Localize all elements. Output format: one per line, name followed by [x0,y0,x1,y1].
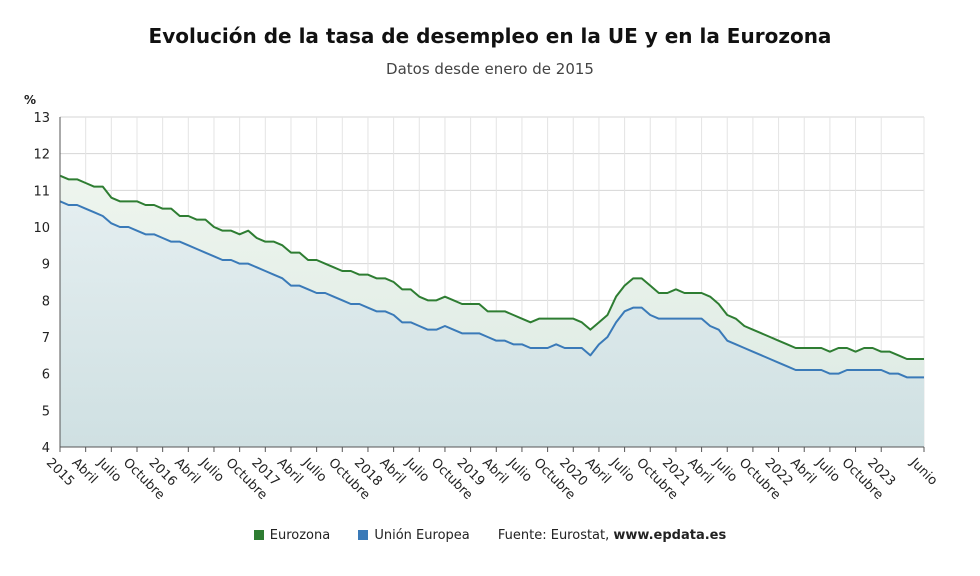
y-tick-label: 8 [42,294,50,309]
y-axis-unit: % [24,93,36,107]
legend-swatch-eurozona [253,530,264,540]
y-tick-label: 6 [42,368,50,383]
x-tick-label: 2015 [43,455,77,489]
x-tick-label: Junio [906,455,940,489]
chart-title: Evolución de la tasa de desempleo en la … [148,24,832,48]
x-tick-label: Julio [299,455,330,486]
y-tick-label: 7 [42,331,50,346]
legend-swatch-union-europea [358,530,369,540]
legend: Eurozona Unión Europea Fuente: Eurostat,… [0,528,980,543]
source-prefix: Fuente: Eurostat, [497,528,614,543]
y-tick-label: 11 [33,184,50,199]
x-tick-labels: 2015AbrilJulioOctubre2016AbrilJulioOctub… [43,455,940,503]
y-tick-label: 5 [42,404,50,419]
y-tick-label: 9 [42,258,50,273]
source-label: Fuente: Eurostat, www.epdata.es [498,528,726,543]
legend-label-eurozona: Eurozona [269,528,331,543]
y-tick-label: 13 [33,111,50,126]
y-tick-label: 12 [33,148,50,163]
source-link[interactable]: www.epdata.es [613,528,727,543]
legend-item-union-europea: Unión Europea [358,528,470,543]
x-tick-label: Julio [607,455,638,486]
series-line-union-europea [59,200,924,379]
chart-subtitle: Datos desde enero de 2015 [386,60,594,78]
x-tick-label: Julio [812,455,843,486]
y-tick-label: 4 [42,441,50,456]
legend-item-eurozona: Eurozona [253,528,331,543]
x-tick-label: Julio [196,455,227,486]
legend-label-union-europea: Unión Europea [374,528,470,543]
series-line-eurozona [59,174,924,360]
y-tick-labels: 4 5 6 7 8 9 10 11 12 13 [33,111,50,456]
y-tick-label: 10 [33,221,50,236]
area-union-europea [60,201,924,447]
x-tick-label: Julio [504,455,535,486]
x-tick-label: Julio [402,455,433,486]
series-lines [59,174,924,379]
axes [59,117,925,452]
x-tick-label: Julio [94,455,125,486]
x-tick-label: Julio [709,455,740,486]
